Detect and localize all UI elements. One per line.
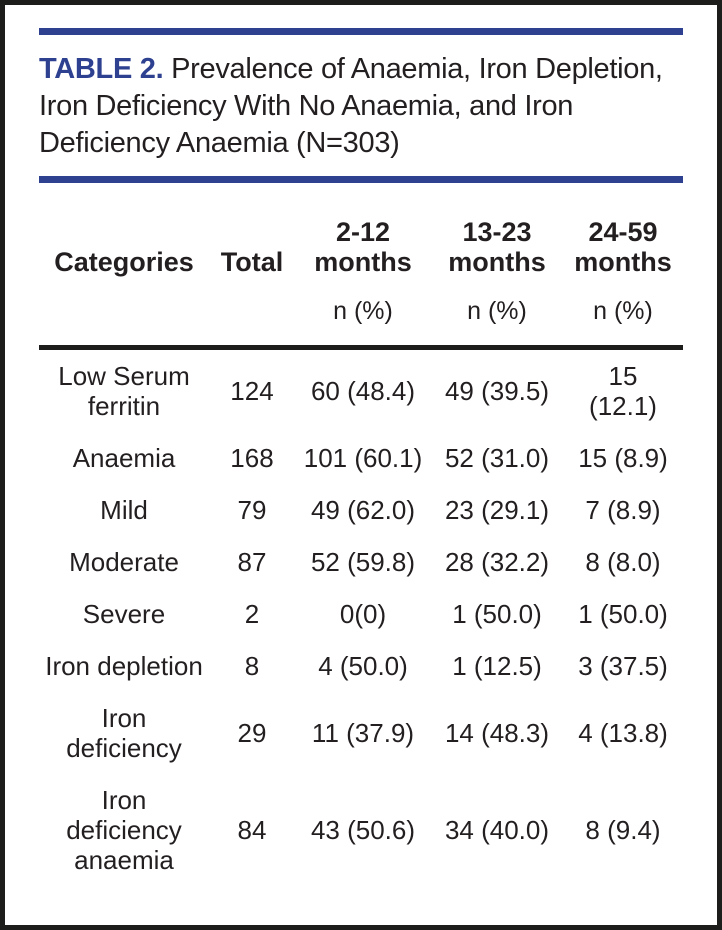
row-2-12-value: 60 (48.4) xyxy=(310,376,416,406)
row-total: 79 xyxy=(237,495,267,525)
row-category: Low Serum ferritin xyxy=(58,361,190,421)
table-row: Anaemia 168 101 (60.1) 52 (31.0) 15 (8.9… xyxy=(39,432,683,484)
table-row: Low Serum ferritin 124 60 (48.4) 49 (39.… xyxy=(39,350,683,432)
table-header-row: Categories Total 2-12 months 13-23 month… xyxy=(39,217,683,277)
row-24-59-value: 4 (13.8) xyxy=(578,718,668,748)
col-header-24-59-months: 24-59 months xyxy=(574,217,672,277)
table-title: TABLE 2. Prevalence of Anaemia, Iron Dep… xyxy=(39,51,683,162)
row-13-23-value: 28 (32.2) xyxy=(444,547,550,577)
row-2-12-value: 52 (59.8) xyxy=(310,547,416,577)
subheader-n-pct-24-59: n (%) xyxy=(593,297,653,325)
col-header-categories: Categories xyxy=(54,247,194,277)
row-2-12-value: 11 (37.9) xyxy=(311,718,415,748)
row-24-59-value: 8 (9.4) xyxy=(585,815,661,845)
mid-blue-rule xyxy=(39,176,683,183)
row-13-23-value: 34 (40.0) xyxy=(444,815,550,845)
row-24-59-value: 8 (8.0) xyxy=(585,547,661,577)
col-header-2-12-months: 2-12 months xyxy=(314,217,412,277)
header-divider-rule xyxy=(39,345,683,350)
subheader-n-pct-2-12: n (%) xyxy=(333,297,393,325)
row-category: Mild xyxy=(100,495,148,525)
table-number-label: TABLE 2. xyxy=(39,53,164,85)
row-13-23-value: 1 (50.0) xyxy=(452,599,542,629)
row-category: Iron deficiency xyxy=(66,703,182,763)
row-2-12-value: 101 (60.1) xyxy=(303,443,423,473)
subheader-total xyxy=(209,297,295,325)
row-24-59-value: 15 (8.9) xyxy=(578,443,668,473)
row-category: Iron depletion xyxy=(45,651,203,681)
row-13-23-value: 52 (31.0) xyxy=(444,443,550,473)
row-24-59-value: 3 (37.5) xyxy=(578,651,668,681)
row-2-12-value: 43 (50.6) xyxy=(310,815,416,845)
row-total: 168 xyxy=(230,443,274,473)
row-total: 2 xyxy=(244,599,260,629)
row-13-23-value: 23 (29.1) xyxy=(444,495,550,525)
row-13-23-value: 1 (12.5) xyxy=(452,651,542,681)
row-13-23-value: 49 (39.5) xyxy=(444,376,550,406)
col-header-13-23-months: 13-23 months xyxy=(448,217,546,277)
row-category: Iron deficiency anaemia xyxy=(66,785,182,875)
row-24-59-value: 1 (50.0) xyxy=(578,599,668,629)
subheader-n-pct-13-23: n (%) xyxy=(467,297,527,325)
row-total: 87 xyxy=(237,547,267,577)
table-row: Iron deficiency 29 11 (37.9) 14 (48.3) 4… xyxy=(39,692,683,774)
row-category: Severe xyxy=(82,599,166,629)
row-24-59-value: 7 (8.9) xyxy=(585,495,661,525)
table-subheader-row: n (%) n (%) n (%) xyxy=(39,297,683,325)
top-blue-rule xyxy=(39,28,683,35)
row-2-12-value: 49 (62.0) xyxy=(310,495,416,525)
row-13-23-value: 14 (48.3) xyxy=(444,718,550,748)
row-category: Moderate xyxy=(69,547,179,577)
row-24-59-value: 15 (12.1) xyxy=(589,361,657,421)
row-total: 29 xyxy=(237,718,267,748)
row-total: 84 xyxy=(237,815,267,845)
table-row: Severe 2 0(0) 1 (50.0) 1 (50.0) xyxy=(39,588,683,640)
table-title-text: Prevalence of Anaemia, Iron Depletion, I… xyxy=(39,53,663,159)
subheader-categories xyxy=(39,297,209,325)
table-row: Iron depletion 8 4 (50.0) 1 (12.5) 3 (37… xyxy=(39,640,683,692)
row-2-12-value: 0(0) xyxy=(339,599,387,629)
row-total: 124 xyxy=(230,376,274,406)
table-row: Mild 79 49 (62.0) 23 (29.1) 7 (8.9) xyxy=(39,484,683,536)
table-row: Moderate 87 52 (59.8) 28 (32.2) 8 (8.0) xyxy=(39,536,683,588)
col-header-total: Total xyxy=(220,247,284,277)
table-row: Iron deficiency anaemia 84 43 (50.6) 34 … xyxy=(39,774,683,886)
row-category: Anaemia xyxy=(72,443,176,473)
row-total: 8 xyxy=(244,651,260,681)
row-2-12-value: 4 (50.0) xyxy=(318,651,408,681)
